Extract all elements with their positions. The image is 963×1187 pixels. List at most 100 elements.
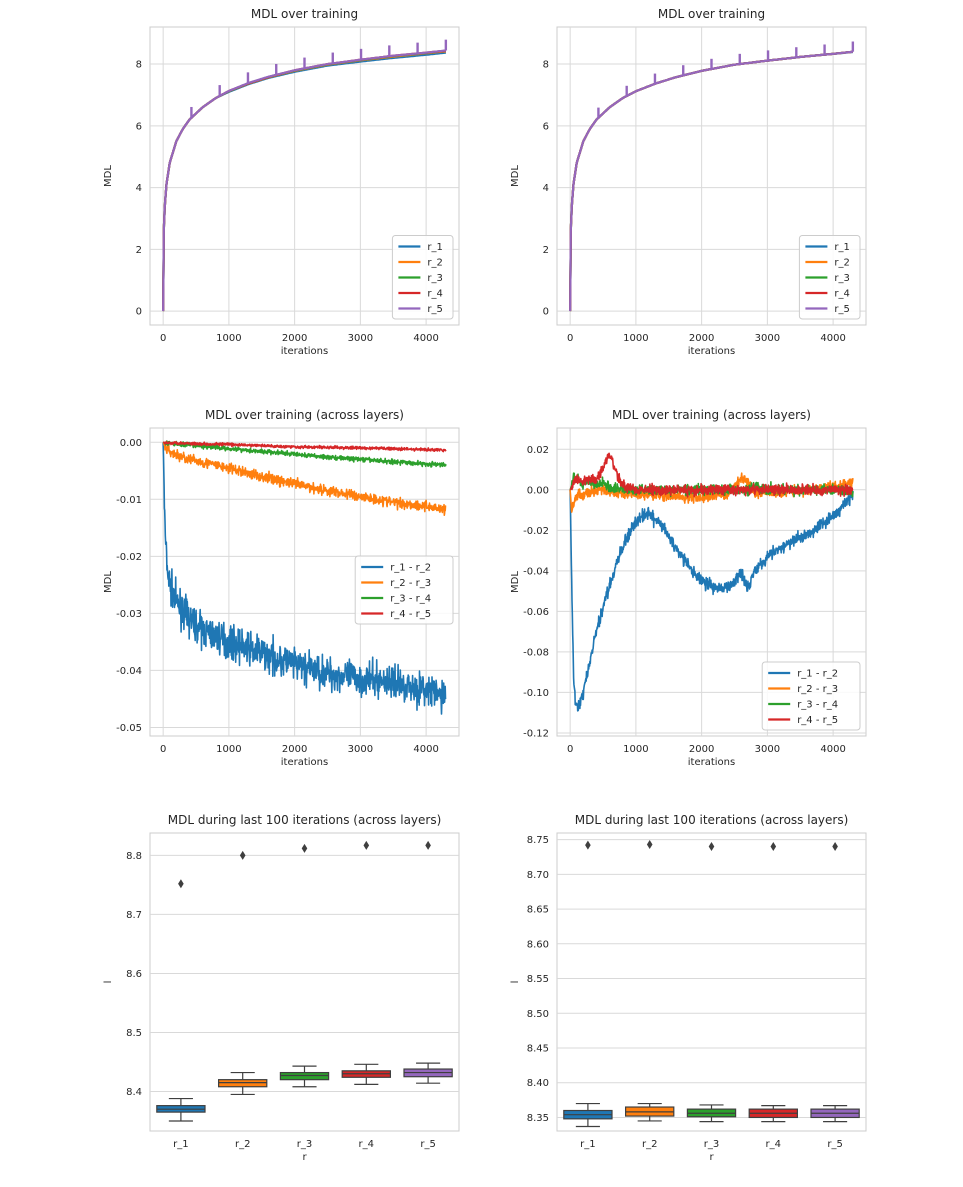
y-tick-label: -0.04	[523, 566, 549, 577]
x-tick-label: r_1	[580, 1139, 595, 1150]
y-tick-label: -0.06	[523, 607, 549, 618]
y-tick-label: 0.00	[527, 485, 549, 496]
legend: r_1 r_2 r_3 r_4 r_5	[391, 235, 454, 320]
legend-box	[798, 235, 861, 320]
outlier-marker	[178, 879, 184, 889]
y-tick-label: 8.5	[126, 1028, 142, 1039]
x-tick-label: 2000	[282, 744, 307, 755]
legend-entry: r_4 - r_5	[797, 715, 838, 726]
series-line-r_5	[569, 50, 853, 312]
outlier-marker	[832, 842, 838, 852]
legend-entry: r_2	[834, 258, 849, 269]
y-tick-label: 8.55	[527, 974, 549, 985]
legend-entry: r_1 - r_2	[797, 669, 838, 680]
y-tick-label: -0.10	[523, 688, 549, 699]
legend-entry: r_1 - r_2	[390, 563, 431, 574]
box-r_1	[563, 840, 613, 1128]
x-axis-label: iterations	[688, 346, 735, 357]
x-tick-label: 4000	[820, 744, 845, 755]
chart-mid-left: MDL over training (across layers) iterati…	[103, 408, 460, 768]
x-tick-label: 4000	[413, 333, 438, 344]
x-tick-label: r_2	[235, 1139, 250, 1150]
x-tick-label: 2000	[689, 744, 714, 755]
y-tick-label: 0	[136, 307, 142, 318]
y-tick-label: 8.45	[527, 1043, 549, 1054]
x-tick-label: 3000	[755, 744, 780, 755]
y-axis-label: MDL	[510, 571, 521, 593]
y-axis-label: MDL	[103, 165, 114, 187]
y-tick-label: -0.02	[116, 552, 142, 563]
chart-bottom-left: MDL during last 100 iterations (across l…	[103, 813, 460, 1163]
legend: r_1 r_2 r_3 r_4 r_5	[798, 235, 861, 320]
chart-top-left: MDL over training iterations MDL 0 1000 2000 3…	[103, 7, 460, 357]
y-tick-label: 0.02	[527, 445, 549, 456]
series-line-r_4-r_5	[162, 440, 447, 453]
chart-title: MDL over training (across layers)	[205, 408, 404, 422]
x-tick-label: 3000	[348, 744, 373, 755]
legend-box	[354, 555, 454, 625]
chart-title: MDL during last 100 iterations (across l…	[168, 813, 442, 827]
y-tick-label: 8.60	[527, 939, 549, 950]
x-tick-label: r_5	[827, 1139, 842, 1150]
series-line-r_5	[162, 49, 446, 312]
y-tick-label: 8.4	[126, 1087, 142, 1098]
y-tick-label: 4	[136, 183, 142, 194]
x-axis-label: r	[302, 1152, 307, 1163]
legend-box	[391, 235, 454, 320]
series-line-r_4-r_5	[569, 452, 854, 498]
series-lines	[569, 41, 855, 312]
y-tick-label: 0	[543, 307, 549, 318]
chart-mid-right: MDL over training (across layers) iterati…	[510, 408, 867, 768]
legend-entry: r_2 - r_3	[797, 684, 838, 695]
y-tick-label: 8.75	[527, 835, 549, 846]
outlier-marker	[585, 840, 591, 850]
series-lines	[569, 452, 854, 712]
legend: r_1 - r_2 r_2 - r_3 r_3 - r_4 r_4 - r_5	[761, 661, 861, 731]
legend-entry: r_5	[427, 304, 442, 315]
x-tick-label: 2000	[282, 333, 307, 344]
x-tick-label: 1000	[623, 744, 648, 755]
legend-entry: r_3 - r_4	[390, 594, 431, 605]
legend-entry: r_5	[834, 304, 849, 315]
y-axis-label: MDL	[510, 165, 521, 187]
legend-entry: r_1	[427, 242, 442, 253]
series-lines	[162, 39, 448, 312]
box-r_5	[810, 842, 860, 1123]
outlier-marker	[363, 840, 370, 850]
x-tick-label: r_4	[766, 1139, 781, 1150]
y-tick-label: 8	[543, 60, 549, 71]
chart-title: MDL over training	[658, 7, 765, 21]
y-tick-label: 8.40	[527, 1078, 549, 1089]
chart-title: MDL over training	[251, 7, 358, 21]
legend: r_1 - r_2 r_2 - r_3 r_3 - r_4 r_4 - r_5	[354, 555, 454, 625]
x-tick-label: r_2	[642, 1139, 657, 1150]
box-r_4	[341, 840, 392, 1085]
legend-entry: r_4	[834, 289, 849, 300]
box-r_2	[217, 850, 268, 1096]
y-tick-label: 0.00	[120, 438, 142, 449]
x-tick-label: r_1	[173, 1139, 188, 1150]
chart-top-right: MDL over training iterations MDL 0 1000 2000 3…	[510, 7, 867, 357]
legend-entry: r_4 - r_5	[390, 609, 431, 620]
y-tick-label: 6	[136, 121, 142, 132]
legend-entry: r_4	[427, 289, 442, 300]
y-tick-label: 2	[543, 245, 549, 256]
y-tick-label: -0.05	[116, 723, 142, 734]
outlier-marker	[301, 843, 308, 853]
y-tick-label: 6	[543, 121, 549, 132]
y-tick-label: 8.7	[126, 910, 142, 921]
legend-entry: r_3 - r_4	[797, 700, 838, 711]
box-r_2	[624, 839, 675, 1122]
y-tick-label: 8.65	[527, 905, 549, 916]
y-tick-label: 8.70	[527, 870, 549, 881]
y-axis-label: MDL	[103, 571, 114, 593]
x-tick-label: 1000	[623, 333, 648, 344]
x-axis-label: iterations	[688, 757, 735, 768]
x-tick-label: r_5	[420, 1139, 435, 1150]
x-tick-label: 1000	[216, 333, 241, 344]
legend-entry: r_3	[427, 273, 442, 284]
plot-area	[149, 832, 460, 1132]
box-r_3	[279, 843, 330, 1088]
y-tick-label: -0.03	[116, 609, 142, 620]
